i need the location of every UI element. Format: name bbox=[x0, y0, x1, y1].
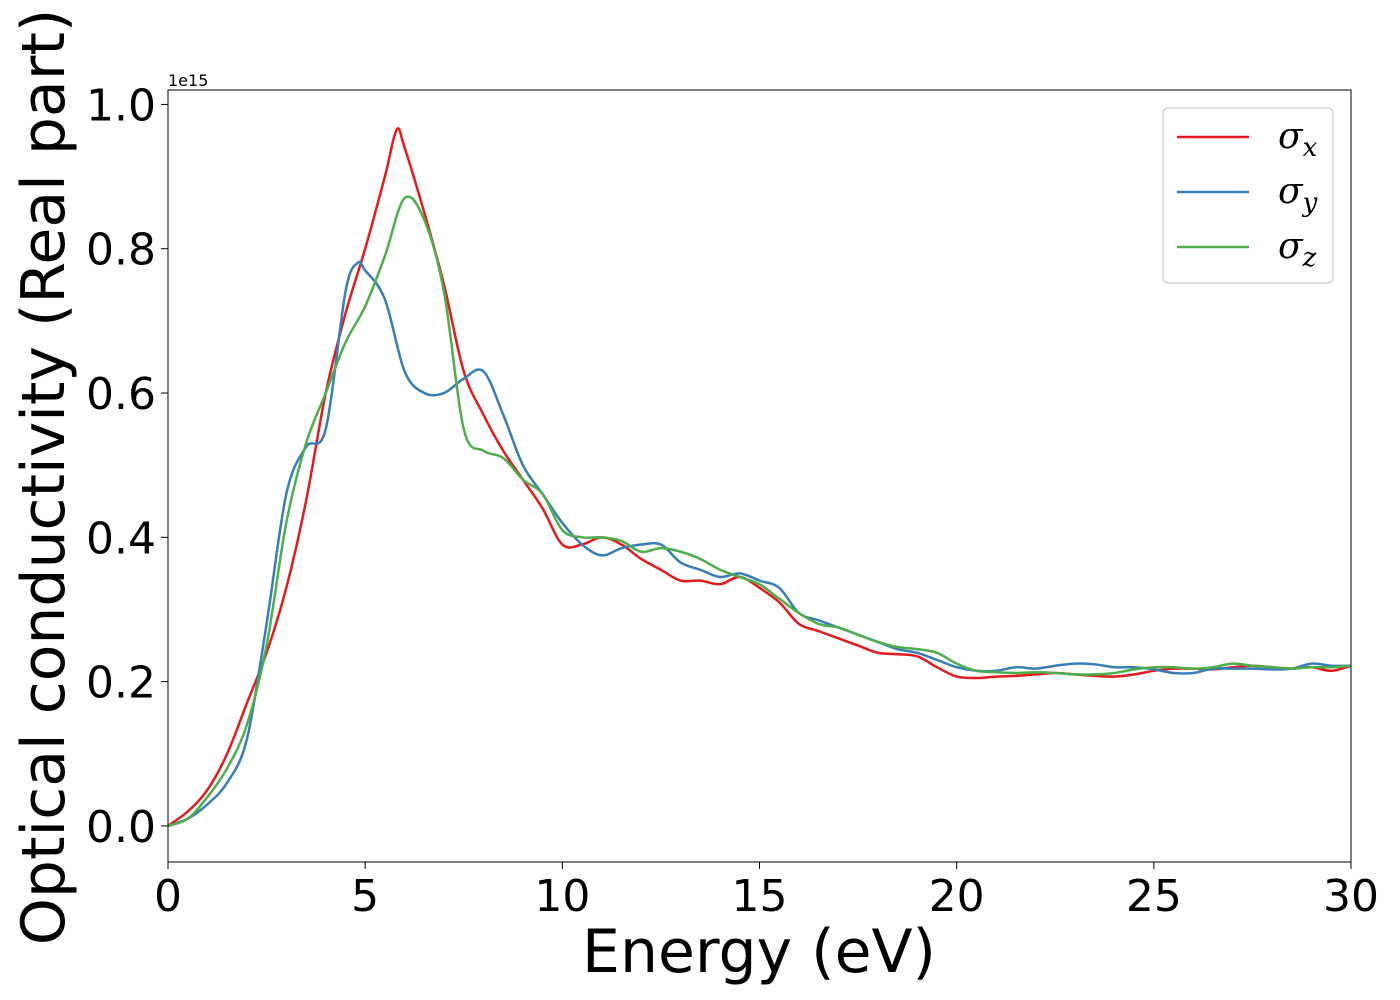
y-tick-label: 0.4 bbox=[86, 513, 156, 564]
series-layer bbox=[168, 127, 1351, 828]
x-tick-label: 20 bbox=[929, 871, 985, 922]
x-tick-label: 0 bbox=[154, 871, 182, 922]
y-offset-text: 1e15 bbox=[168, 71, 208, 90]
x-tick-label: 30 bbox=[1323, 871, 1379, 922]
legend-box bbox=[1162, 107, 1334, 284]
x-tick-label: 15 bbox=[732, 871, 788, 922]
x-axis-label: Energy (eV) bbox=[582, 917, 936, 987]
x-tick-label: 5 bbox=[351, 871, 379, 922]
x-tick-label: 25 bbox=[1126, 871, 1182, 922]
y-tick-label: 1.0 bbox=[86, 80, 156, 131]
y-axis-label: Optical conductivity (Real part) bbox=[9, 9, 79, 946]
x-tick-label: 10 bbox=[534, 871, 590, 922]
legend-label-y: σy bbox=[1278, 171, 1318, 218]
legend-label-z: σz bbox=[1278, 226, 1317, 273]
y-tick-label: 0.8 bbox=[86, 225, 156, 276]
y-tick-label: 0.2 bbox=[86, 658, 156, 709]
legend: σx σy σz bbox=[1162, 107, 1334, 284]
series-line-z bbox=[168, 195, 1351, 828]
legend-label-x: σx bbox=[1278, 116, 1318, 163]
axes-layer: 0 5 10 15 20 25 30 0.0 0.2 0.4 0.6 0.8 1.0 bbox=[86, 80, 1379, 922]
y-tick-label: 0.6 bbox=[86, 369, 156, 420]
y-tick-label: 0.0 bbox=[86, 802, 156, 853]
